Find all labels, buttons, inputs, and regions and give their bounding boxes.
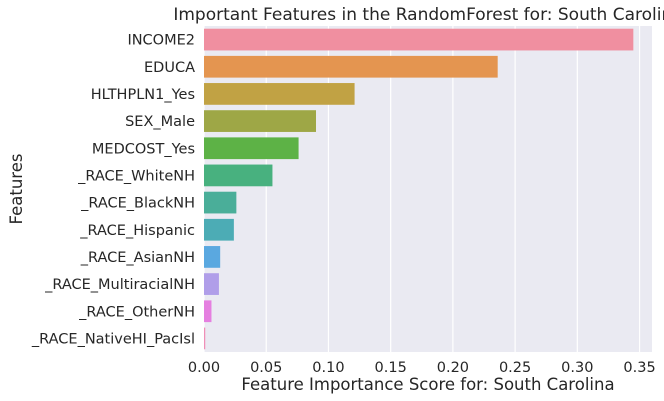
bar-race-multiracialnh bbox=[204, 273, 219, 295]
bar-race-othernh bbox=[204, 300, 212, 323]
grid bbox=[203, 26, 641, 352]
y-tick-label: _RACE_AsianNH bbox=[80, 250, 195, 266]
bar-sex-male bbox=[204, 110, 316, 132]
bars bbox=[204, 28, 634, 350]
y-tick-label: SEX_Male bbox=[125, 114, 195, 130]
bar-race-blacknh bbox=[204, 191, 237, 214]
x-tick-label: 0.20 bbox=[437, 360, 469, 376]
y-tick-label: _RACE_MultiracialNH bbox=[44, 277, 195, 293]
x-tick-labels: 0.00 0.05 0.10 0.15 0.20 0.25 0.30 0.35 bbox=[188, 360, 656, 376]
x-tick-label: 0.10 bbox=[312, 360, 344, 376]
y-tick-label: MEDCOST_Yes bbox=[92, 141, 195, 157]
bar-hlthpln1-yes bbox=[204, 83, 355, 105]
y-tick-label: _RACE_OtherNH bbox=[78, 304, 195, 320]
y-tick-label: INCOME2 bbox=[127, 33, 195, 49]
x-tick-label: 0.25 bbox=[499, 360, 531, 376]
x-tick-label: 0.05 bbox=[250, 360, 282, 376]
x-axis-label: Feature Importance Score for: South Caro… bbox=[241, 375, 614, 394]
x-tick-label: 0.35 bbox=[623, 360, 655, 376]
y-tick-labels: INCOME2 EDUCA HLTHPLN1_Yes SEX_Male MEDCOST_… bbox=[31, 33, 195, 348]
bar-race-whitenh bbox=[204, 164, 273, 187]
bar-race-nativehi-pacisl bbox=[204, 327, 206, 350]
y-axis-label: Features bbox=[7, 154, 26, 225]
y-tick-label: EDUCA bbox=[144, 60, 195, 76]
y-tick-label: _RACE_WhiteNH bbox=[77, 168, 195, 184]
bar-medcost-yes bbox=[204, 137, 299, 160]
bar-race-hispanic bbox=[204, 218, 234, 241]
bar-educa bbox=[204, 55, 498, 78]
y-tick-label: _RACE_Hispanic bbox=[79, 223, 195, 239]
y-tick-label: _RACE_NativeHI_PacIsl bbox=[31, 331, 195, 347]
bar-income2 bbox=[204, 28, 634, 51]
x-tick-label: 0.15 bbox=[375, 360, 407, 376]
y-tick-label: HLTHPLN1_Yes bbox=[91, 87, 195, 103]
x-tick-label: 0.30 bbox=[561, 360, 593, 376]
x-tick-label: 0.00 bbox=[188, 360, 220, 376]
chart-title: Important Features in the RandomForest f… bbox=[173, 5, 664, 25]
y-tick-label: _RACE_BlackNH bbox=[80, 196, 195, 212]
bar-race-asiannh bbox=[204, 246, 221, 268]
